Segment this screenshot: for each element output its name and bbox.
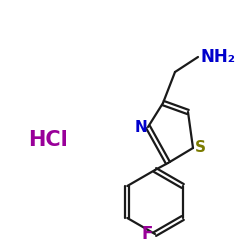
Text: N: N xyxy=(134,120,147,134)
Text: HCl: HCl xyxy=(28,130,68,150)
Text: S: S xyxy=(194,140,205,156)
Text: NH₂: NH₂ xyxy=(200,48,235,66)
Text: F: F xyxy=(141,225,153,243)
